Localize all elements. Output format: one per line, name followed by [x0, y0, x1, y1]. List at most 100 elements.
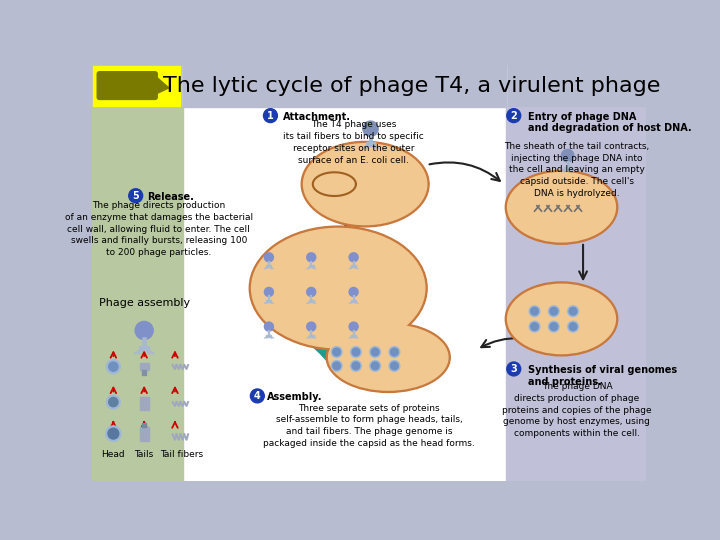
Circle shape [507, 362, 521, 376]
Circle shape [264, 253, 274, 262]
Circle shape [562, 150, 574, 162]
Circle shape [109, 362, 118, 372]
Bar [94, 66, 179, 106]
Circle shape [109, 397, 118, 407]
Text: The phage DNA
directs production of phage
proteins and copies of the phage
genom: The phage DNA directs production of phag… [502, 382, 652, 438]
Text: 3: 3 [510, 364, 517, 374]
Ellipse shape [301, 141, 429, 227]
Circle shape [372, 348, 379, 356]
Bar [351, 335, 356, 336]
Text: 1: 1 [267, 111, 274, 120]
Bar [142, 370, 146, 375]
Circle shape [390, 362, 398, 370]
Circle shape [307, 287, 316, 296]
Ellipse shape [326, 322, 450, 393]
Circle shape [129, 189, 143, 202]
Text: Phage assembly: Phage assembly [99, 299, 190, 308]
Circle shape [531, 307, 539, 315]
Circle shape [550, 307, 558, 315]
Bar [366, 142, 375, 146]
Circle shape [349, 253, 358, 262]
Text: The phage directs production
of an enzyme that damages the bacterial
cell wall, : The phage directs production of an enzym… [65, 201, 253, 257]
Circle shape [333, 348, 341, 356]
Circle shape [264, 109, 277, 123]
Bar [140, 427, 149, 441]
Text: Three separate sets of proteins
self-assemble to form phage heads, tails,
and ta: Three separate sets of proteins self-ass… [263, 403, 475, 448]
Circle shape [507, 109, 521, 123]
Circle shape [349, 322, 358, 331]
Circle shape [307, 253, 316, 262]
Circle shape [352, 362, 360, 370]
Bar [351, 265, 356, 267]
Bar [139, 347, 149, 350]
Bar [351, 300, 356, 302]
Bar [506, 107, 647, 481]
Circle shape [567, 321, 578, 332]
Circle shape [333, 362, 341, 370]
Ellipse shape [328, 325, 448, 390]
Bar [309, 265, 314, 267]
Bar [309, 300, 314, 302]
Circle shape [107, 395, 120, 409]
Bar [140, 363, 149, 370]
Text: Tails: Tails [135, 450, 154, 459]
Ellipse shape [508, 173, 616, 242]
Circle shape [363, 121, 378, 136]
Bar [266, 335, 271, 336]
Circle shape [549, 321, 559, 332]
Ellipse shape [505, 282, 618, 356]
Text: The lytic cycle of phage T4, a virulent phage: The lytic cycle of phage T4, a virulent … [163, 76, 660, 96]
Circle shape [570, 323, 577, 330]
Polygon shape [156, 76, 168, 94]
Ellipse shape [505, 170, 618, 244]
Circle shape [135, 321, 153, 340]
Text: The T4 phage uses
its tail fibers to bind to specific
receptor sites on the oute: The T4 phage uses its tail fibers to bin… [283, 120, 424, 165]
Circle shape [531, 323, 539, 330]
Circle shape [370, 361, 381, 372]
Circle shape [107, 360, 120, 374]
Circle shape [570, 307, 577, 315]
Text: Assembly.: Assembly. [266, 392, 322, 402]
Circle shape [549, 306, 559, 316]
Circle shape [264, 287, 274, 296]
Circle shape [352, 348, 360, 356]
Bar [564, 167, 571, 170]
Text: 2: 2 [510, 111, 517, 120]
Bar [142, 423, 146, 427]
Circle shape [550, 323, 558, 330]
Bar [183, 65, 506, 481]
Circle shape [349, 287, 358, 296]
Circle shape [351, 361, 361, 372]
Circle shape [331, 347, 342, 357]
FancyBboxPatch shape [97, 72, 157, 99]
Circle shape [372, 362, 379, 370]
Circle shape [264, 322, 274, 331]
Text: Tail fibers: Tail fibers [161, 450, 204, 459]
Bar [266, 265, 271, 267]
Ellipse shape [304, 144, 427, 225]
Text: Entry of phage DNA
and degradation of host DNA.: Entry of phage DNA and degradation of ho… [528, 112, 691, 133]
Ellipse shape [249, 226, 427, 350]
Circle shape [390, 348, 398, 356]
Text: Release.: Release. [148, 192, 194, 202]
Circle shape [529, 321, 540, 332]
Text: Head: Head [102, 450, 125, 459]
Text: Synthesis of viral genomes
and proteins.: Synthesis of viral genomes and proteins. [528, 365, 677, 387]
Circle shape [529, 306, 540, 316]
Circle shape [567, 306, 578, 316]
Text: 4: 4 [254, 391, 261, 401]
Circle shape [331, 361, 342, 372]
Text: Attachment.: Attachment. [283, 112, 351, 122]
Circle shape [351, 347, 361, 357]
Circle shape [370, 347, 381, 357]
Bar [266, 300, 271, 302]
Bar [183, 65, 506, 107]
Bar [309, 335, 314, 336]
Circle shape [389, 361, 400, 372]
Circle shape [389, 347, 400, 357]
Text: The sheath of the tail contracts,
injecting the phage DNA into
the cell and leav: The sheath of the tail contracts, inject… [504, 142, 649, 198]
Bar [140, 397, 149, 410]
Circle shape [251, 389, 264, 403]
Circle shape [106, 426, 121, 441]
Ellipse shape [251, 228, 425, 348]
